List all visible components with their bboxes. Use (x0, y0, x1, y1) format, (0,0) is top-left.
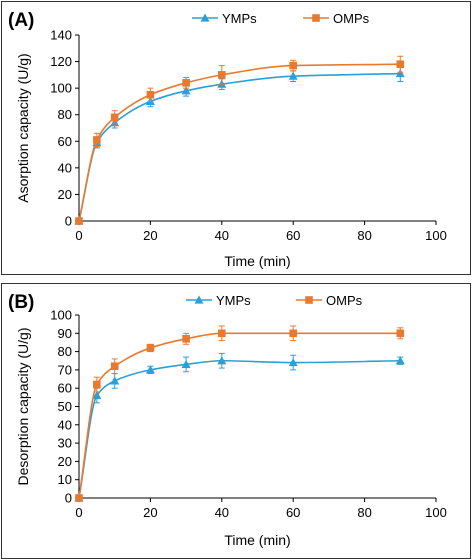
panel-b-y-tick-label: 20 (58, 454, 72, 469)
panel-b-data-point-omps (93, 380, 101, 389)
panel-b-y-tick-label: 70 (58, 362, 72, 377)
panel-b-data-point-ymps (92, 391, 102, 400)
panel-a-data-point-omps (182, 79, 190, 87)
panel-b-data-point-ymps (145, 365, 155, 374)
panel-a-legend-marker (312, 14, 320, 22)
panel-b-data-point-omps (75, 494, 83, 502)
panel-a-y-tick-label: 20 (58, 187, 72, 202)
panel-a-data-point-omps (93, 136, 101, 144)
panel-b-label: (B) (8, 292, 34, 313)
panel-b-data-point-omps (110, 362, 119, 371)
panel-b-data-point-ymps (217, 356, 227, 365)
panel-a-y-tick-label: 0 (65, 214, 72, 229)
panel-a-data-point-ymps (395, 69, 405, 78)
panel-b-y-tick-label: 60 (58, 381, 72, 396)
panel-b-y-tick-label: 0 (65, 491, 72, 506)
panel-b-x-tick-label: 20 (143, 505, 157, 520)
panel-a-data-point-omps (110, 113, 119, 122)
panel-a-data-point-ymps (288, 71, 298, 80)
panel-a-x-tick-label: 40 (215, 228, 229, 243)
panel-b-y-axis-title: Desorption capacity (U/g) (15, 328, 31, 486)
panel-a-x-tick-label: 0 (75, 228, 82, 243)
panel-b-y-tick-label: 90 (58, 326, 72, 341)
panel-b-data-point-omps (218, 329, 226, 338)
panel-b-data-point-ymps (110, 376, 120, 385)
panel-b-y-tick-label: 10 (58, 472, 72, 487)
panel-a-x-tick-label: 20 (143, 228, 157, 243)
panel-a-legend-label: OMPs (333, 11, 370, 26)
panel-b-y-tick-label: 30 (58, 436, 72, 451)
panel-b-x-tick-label: 0 (75, 505, 82, 520)
panel-a-y-tick-label: 100 (50, 81, 72, 96)
panel-b-series-omps-line (78, 332, 401, 499)
panel-a-x-tick-label: 80 (357, 228, 371, 243)
panel-a-y-tick-label: 60 (58, 134, 72, 149)
panel-a-y-tick-label: 140 (50, 28, 72, 43)
panel-a-frame (1, 1, 471, 275)
panel-b-data-point-omps (396, 329, 405, 338)
panel-b-data-point-omps (146, 344, 155, 352)
panel-a-data-point-ymps (181, 86, 191, 95)
panel-b-x-tick-label: 60 (286, 505, 300, 520)
panel-b-x-axis-title: Time (min) (224, 532, 290, 548)
panel-a-y-tick-label: 120 (50, 54, 72, 69)
panel-b-y-tick-label: 100 (50, 308, 72, 323)
panel-a-data-point-omps (396, 60, 405, 69)
panel-b-frame (1, 283, 471, 559)
panel-a-y-tick-label: 40 (58, 160, 72, 175)
panel-a-label: (A) (8, 10, 34, 31)
panel-b-data-point-ymps (288, 358, 298, 367)
panel-b-legend-marker (194, 295, 204, 304)
panel-b-x-tick-label: 40 (215, 505, 229, 520)
panel-b-legend-label: YMPs (216, 293, 251, 308)
panel-b-series-ymps-line (78, 359, 401, 499)
panel-a-legend-label: YMPs (222, 11, 257, 26)
panel-a-x-axis-title: Time (min) (224, 253, 290, 269)
panel-b-data-point-ymps (181, 359, 191, 369)
panel-a-legend-marker (200, 13, 210, 22)
panel-b-y-tick-label: 40 (58, 417, 72, 432)
panel-a-x-tick-label: 100 (425, 228, 447, 243)
panel-b-data-point-omps (182, 334, 190, 343)
panel-a-data-point-omps (146, 90, 155, 99)
panel-b-x-tick-label: 100 (425, 505, 447, 520)
panel-b-legend-marker (305, 296, 313, 304)
panel-b-legend-label: OMPs (326, 293, 363, 308)
panel-a-x-tick-label: 60 (286, 228, 300, 243)
panel-b-y-tick-label: 80 (58, 344, 72, 359)
panel-a-y-axis-title: Asorption capacity (U/g) (15, 53, 31, 202)
panel-a-series-ymps-line (78, 72, 401, 222)
panel-b-data-point-omps (289, 329, 297, 338)
panel-b-x-tick-label: 80 (357, 505, 371, 520)
panel-a-data-point-omps (289, 61, 297, 70)
panel-a-data-point-omps (75, 217, 83, 225)
panel-b-data-point-ymps (395, 356, 405, 365)
panel-a-y-tick-label: 80 (58, 107, 72, 122)
panel-a-series-omps-line (78, 63, 401, 222)
panel-a-data-point-omps (218, 71, 226, 79)
panel-b-y-tick-label: 50 (58, 399, 72, 414)
